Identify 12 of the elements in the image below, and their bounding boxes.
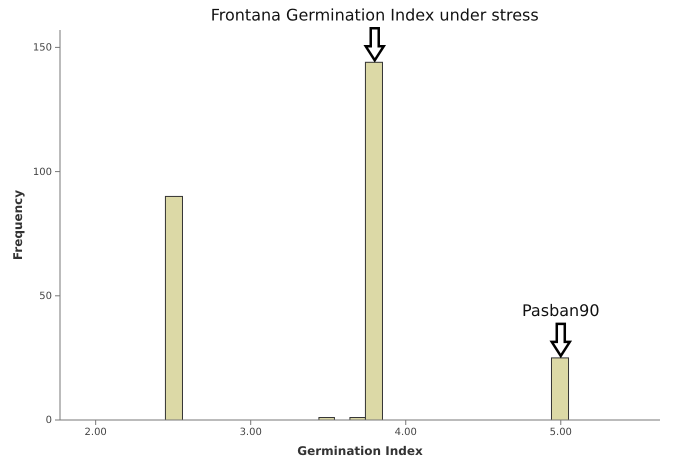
y-tick-label: 100 <box>32 166 52 178</box>
x-tick-label: 2.00 <box>84 427 107 438</box>
y-tick-label: 150 <box>32 42 52 54</box>
y-axis-title: Frequency <box>11 190 25 260</box>
x-tick-label: 4.00 <box>394 427 417 438</box>
x-axis-title: Germination Index <box>297 444 423 458</box>
y-tick-label: 50 <box>39 290 52 302</box>
y-tick-label: 0 <box>46 415 52 426</box>
x-tick-label: 3.00 <box>240 427 262 438</box>
x-tick-label: 5.00 <box>550 427 572 438</box>
annotation: Frontana Germination Index under stress <box>210 5 539 24</box>
annotation: Pasban90 <box>522 300 600 320</box>
